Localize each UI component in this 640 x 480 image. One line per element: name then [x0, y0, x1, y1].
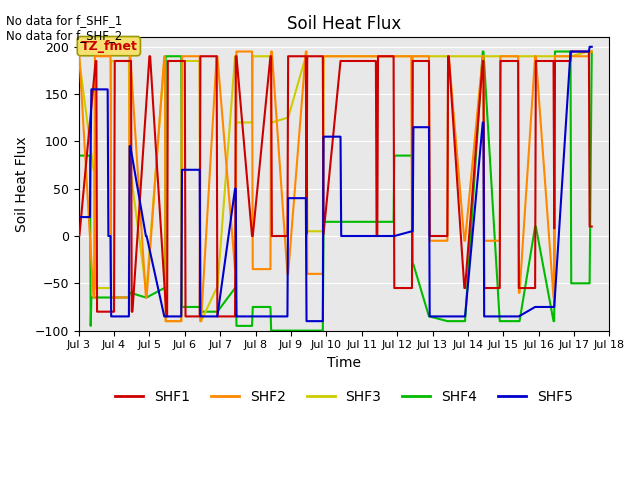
SHF4 [284, 328, 291, 334]
SHF4 [479, 48, 486, 54]
SHF4 [588, 48, 596, 54]
SHF4 [268, 328, 275, 334]
SHF2 [588, 48, 596, 54]
SHF1 [372, 233, 380, 239]
SHF2 [75, 53, 83, 59]
SHF3 [588, 48, 596, 54]
SHF1 [163, 313, 170, 319]
SHF4 [532, 224, 540, 229]
SHF1 [426, 233, 433, 239]
Line: SHF5: SHF5 [79, 47, 592, 321]
SHF2 [232, 48, 240, 54]
SHF1 [588, 224, 596, 229]
SHF3 [550, 53, 557, 59]
X-axis label: Time: Time [327, 356, 361, 370]
SHF2 [196, 53, 204, 59]
Y-axis label: Soil Heat Flux: Soil Heat Flux [15, 136, 29, 232]
SHF5 [303, 318, 310, 324]
Title: Soil Heat Flux: Soil Heat Flux [287, 15, 401, 33]
SHF3 [162, 318, 170, 324]
SHF1 [408, 285, 416, 291]
Legend: SHF1, SHF2, SHF3, SHF4, SHF5: SHF1, SHF2, SHF3, SHF4, SHF5 [110, 384, 578, 409]
SHF2 [532, 53, 540, 59]
SHF1 [75, 233, 83, 239]
SHF4 [355, 219, 363, 225]
SHF2 [516, 290, 524, 296]
Line: SHF4: SHF4 [79, 51, 592, 331]
SHF5 [162, 313, 170, 319]
Line: SHF1: SHF1 [79, 51, 592, 316]
SHF3 [443, 53, 451, 59]
SHF4 [178, 304, 186, 310]
SHF4 [127, 290, 134, 296]
SHF5 [515, 313, 523, 319]
SHF4 [75, 153, 83, 158]
SHF3 [479, 53, 486, 59]
SHF5 [125, 313, 132, 319]
SHF1 [249, 233, 257, 239]
Text: TZ_fmet: TZ_fmet [81, 40, 138, 53]
SHF3 [75, 58, 83, 64]
SHF5 [355, 233, 362, 239]
Text: No data for f_SHF_1
No data for f_SHF_2: No data for f_SHF_1 No data for f_SHF_2 [6, 14, 123, 42]
Line: SHF2: SHF2 [79, 51, 592, 321]
SHF5 [267, 313, 275, 319]
SHF2 [162, 318, 170, 324]
SHF5 [75, 214, 83, 220]
SHF2 [337, 53, 345, 59]
SHF3 [408, 53, 416, 59]
SHF1 [145, 53, 153, 59]
SHF3 [584, 48, 592, 54]
SHF3 [532, 53, 540, 59]
SHF5 [197, 313, 205, 319]
SHF1 [551, 58, 559, 64]
Line: SHF3: SHF3 [79, 51, 592, 321]
SHF2 [551, 53, 559, 59]
SHF5 [588, 44, 596, 49]
SHF4 [214, 309, 221, 314]
SHF5 [586, 44, 593, 49]
SHF2 [249, 266, 257, 272]
SHF3 [549, 53, 557, 59]
SHF1 [568, 48, 575, 54]
